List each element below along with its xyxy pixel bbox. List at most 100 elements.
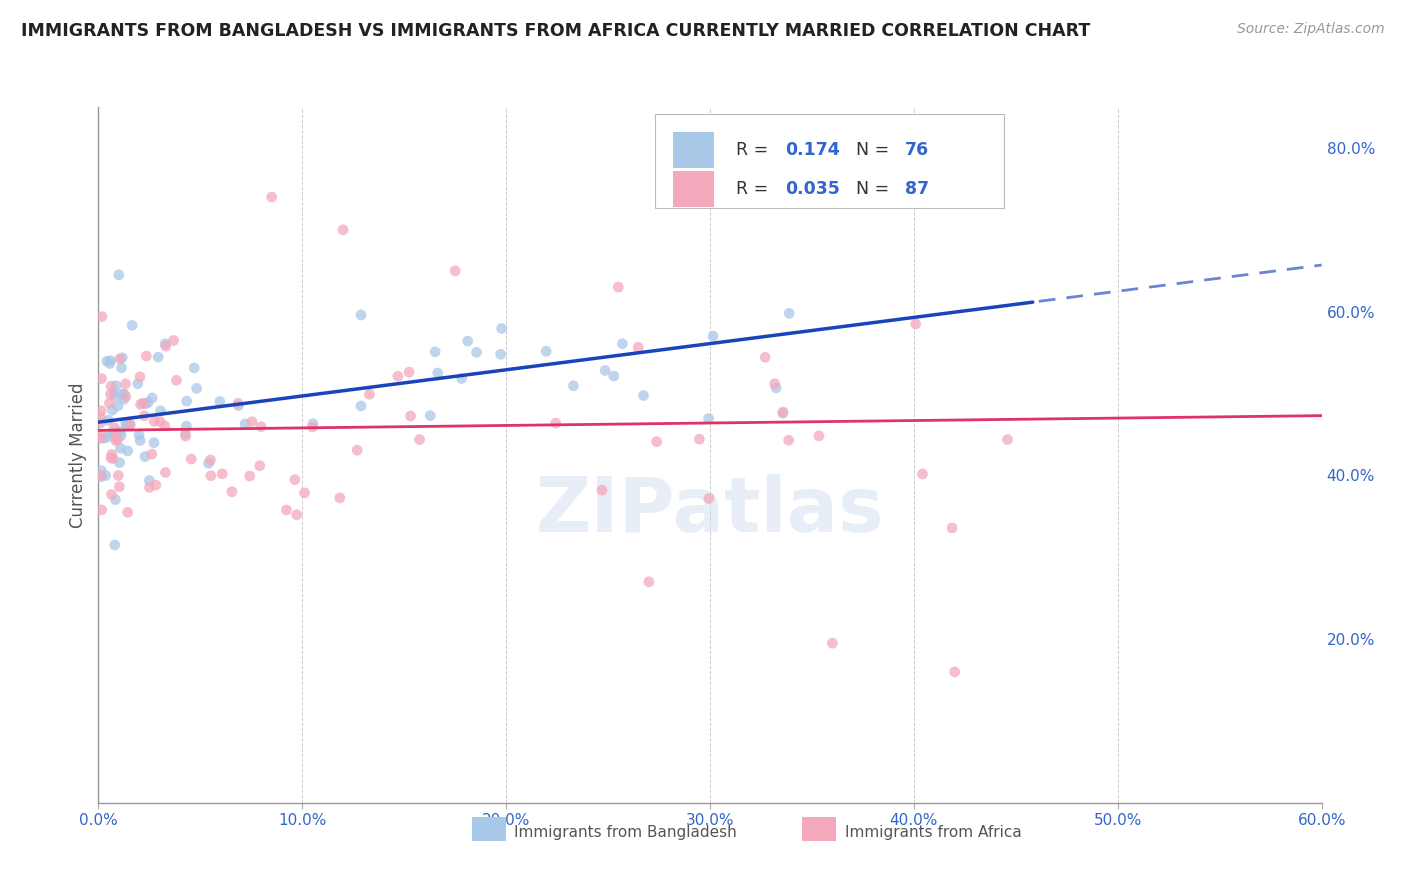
- Point: [141, 447, 163, 461]
- Point: [359, 387, 381, 401]
- Point: [398, 365, 420, 379]
- Point: [112, 387, 135, 401]
- Point: [444, 264, 467, 278]
- Point: [105, 434, 128, 448]
- Point: [593, 363, 616, 377]
- Point: [149, 404, 172, 418]
- Point: [233, 417, 256, 431]
- Point: [90, 371, 112, 385]
- Point: [165, 373, 187, 387]
- Point: [183, 360, 205, 375]
- Point: [100, 379, 122, 393]
- Point: [100, 487, 122, 501]
- Point: [104, 389, 127, 403]
- Point: [633, 388, 655, 402]
- Point: [100, 450, 122, 465]
- Point: [98, 353, 121, 368]
- Point: [89, 468, 111, 483]
- Point: [465, 345, 488, 359]
- Point: [250, 419, 273, 434]
- Point: [105, 378, 128, 392]
- Point: [149, 415, 172, 429]
- Point: [108, 480, 131, 494]
- Point: [627, 340, 650, 354]
- Point: [90, 503, 112, 517]
- Point: [101, 451, 124, 466]
- Point: [285, 508, 308, 522]
- Point: [89, 416, 111, 430]
- Text: 76: 76: [904, 141, 928, 159]
- Text: R =: R =: [735, 141, 773, 159]
- Point: [129, 397, 152, 411]
- Point: [174, 429, 197, 443]
- Point: [260, 190, 283, 204]
- Point: [103, 385, 125, 400]
- Point: [346, 443, 368, 458]
- Text: 87: 87: [904, 180, 928, 198]
- Point: [138, 480, 160, 494]
- Point: [200, 453, 222, 467]
- Text: Immigrants from Africa: Immigrants from Africa: [845, 824, 1021, 839]
- Point: [186, 381, 208, 395]
- Point: [332, 223, 354, 237]
- Point: [544, 416, 567, 430]
- Point: [118, 417, 141, 432]
- Point: [104, 425, 127, 439]
- Point: [94, 468, 117, 483]
- Point: [697, 491, 720, 506]
- Point: [115, 418, 138, 433]
- Point: [112, 392, 135, 407]
- Point: [688, 432, 710, 446]
- Point: [98, 396, 121, 410]
- Point: [302, 417, 325, 431]
- Point: [111, 351, 134, 365]
- Point: [821, 636, 844, 650]
- Point: [90, 464, 112, 478]
- Point: [239, 469, 262, 483]
- Point: [997, 433, 1019, 447]
- Point: [135, 397, 157, 411]
- Point: [645, 434, 668, 449]
- Point: [110, 429, 132, 443]
- Point: [138, 474, 160, 488]
- Point: [101, 403, 124, 417]
- Point: [89, 410, 111, 425]
- Point: [129, 370, 152, 384]
- Point: [226, 396, 249, 410]
- Point: [100, 387, 122, 401]
- Point: [117, 505, 139, 519]
- Point: [129, 434, 152, 448]
- Text: R =: R =: [735, 180, 773, 198]
- Text: N =: N =: [856, 180, 894, 198]
- Text: ZIPatlas: ZIPatlas: [536, 474, 884, 548]
- Point: [208, 394, 231, 409]
- Point: [153, 418, 176, 433]
- Point: [943, 665, 966, 679]
- Y-axis label: Currently Married: Currently Married: [69, 382, 87, 528]
- FancyBboxPatch shape: [471, 817, 506, 841]
- Point: [329, 491, 352, 505]
- Point: [145, 478, 167, 492]
- Point: [763, 376, 786, 391]
- Point: [697, 411, 720, 425]
- Point: [108, 268, 131, 282]
- Point: [450, 371, 472, 385]
- Point: [301, 420, 323, 434]
- Point: [100, 426, 122, 441]
- Point: [115, 389, 138, 403]
- Point: [132, 396, 155, 410]
- Point: [387, 369, 409, 384]
- Point: [117, 443, 139, 458]
- FancyBboxPatch shape: [801, 817, 837, 841]
- Point: [135, 349, 157, 363]
- Point: [100, 447, 122, 461]
- Point: [176, 394, 198, 409]
- Point: [134, 409, 156, 423]
- Point: [702, 329, 724, 343]
- Point: [108, 351, 131, 366]
- Point: [211, 467, 233, 481]
- Point: [457, 334, 479, 348]
- Point: [426, 366, 449, 380]
- Text: Immigrants from Bangladesh: Immigrants from Bangladesh: [515, 824, 737, 839]
- Point: [155, 466, 177, 480]
